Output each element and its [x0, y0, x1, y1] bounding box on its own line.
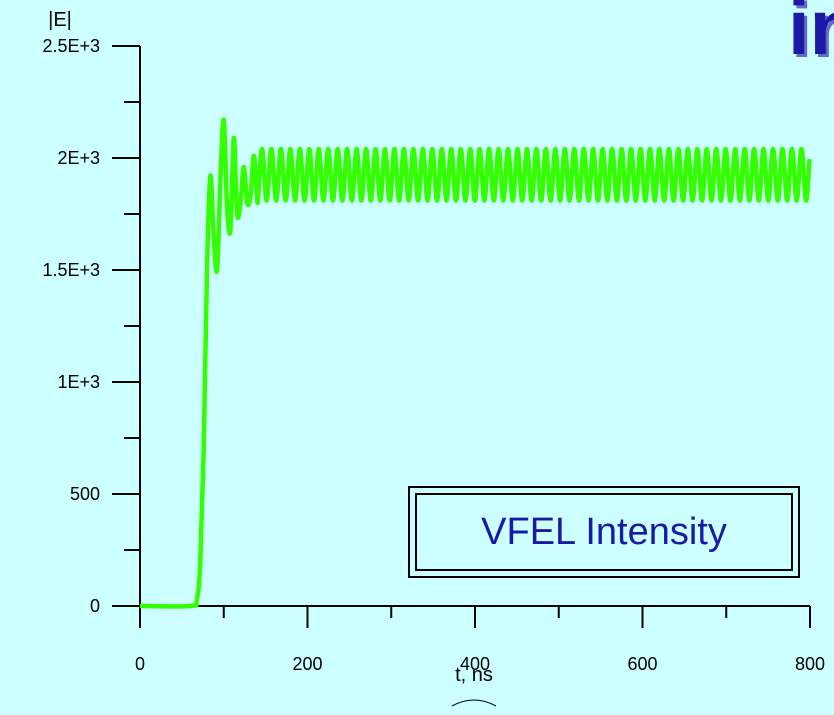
annotation-inner-frame: VFEL Intensity: [415, 493, 793, 571]
series-layer: [139, 117, 812, 609]
x-tick-label: 0: [135, 654, 145, 674]
annotation-label: VFEL Intensity: [481, 510, 727, 553]
decorative-arc: [451, 699, 497, 707]
annotation-box: VFEL Intensity: [408, 486, 800, 578]
x-tick-label: 400: [460, 654, 490, 674]
series-line: [139, 117, 812, 609]
y-tick-label: 1.5E+3: [42, 260, 100, 280]
slide-title-fragment: in: [788, 0, 834, 71]
x-axis-label: t, ns: [455, 664, 493, 686]
y-tick-label: 1E+3: [57, 372, 100, 392]
y-tick-label: 2.5E+3: [42, 36, 100, 56]
y-tick-label: 0: [90, 596, 100, 616]
y-axis: 0 500 1E+3 1.5E+3 2E+3 2.5E+3: [42, 36, 141, 616]
x-tick-label: 800: [795, 654, 825, 674]
x-tick-label: 200: [292, 654, 322, 674]
y-tick-label: 2E+3: [57, 148, 100, 168]
x-axis: 0 200 400 600 800: [135, 605, 825, 674]
x-tick-label: 600: [627, 654, 657, 674]
y-axis-label: |E|: [48, 9, 72, 31]
y-tick-label: 500: [70, 484, 100, 504]
